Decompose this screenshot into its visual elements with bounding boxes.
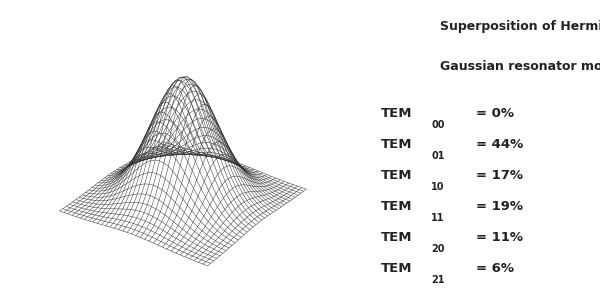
Text: 00: 00 — [431, 120, 445, 130]
Text: TEM: TEM — [380, 231, 412, 244]
Text: TEM: TEM — [380, 138, 412, 151]
Text: = 44%: = 44% — [476, 138, 523, 151]
Text: = 17%: = 17% — [476, 169, 523, 182]
Text: Superposition of Hermite-: Superposition of Hermite- — [440, 20, 600, 33]
Text: TEM: TEM — [380, 200, 412, 213]
Text: 01: 01 — [431, 151, 445, 161]
Text: 11: 11 — [431, 213, 445, 223]
Text: 10: 10 — [431, 182, 445, 192]
Text: = 6%: = 6% — [476, 262, 514, 275]
Text: = 11%: = 11% — [476, 231, 523, 244]
Text: = 19%: = 19% — [476, 200, 523, 213]
Text: TEM: TEM — [380, 262, 412, 275]
Text: TEM: TEM — [380, 169, 412, 182]
Text: 21: 21 — [431, 275, 445, 285]
Text: 20: 20 — [431, 244, 445, 254]
Text: TEM: TEM — [380, 107, 412, 120]
Text: Gaussian resonator modes: Gaussian resonator modes — [440, 60, 600, 73]
Text: = 0%: = 0% — [476, 107, 514, 120]
